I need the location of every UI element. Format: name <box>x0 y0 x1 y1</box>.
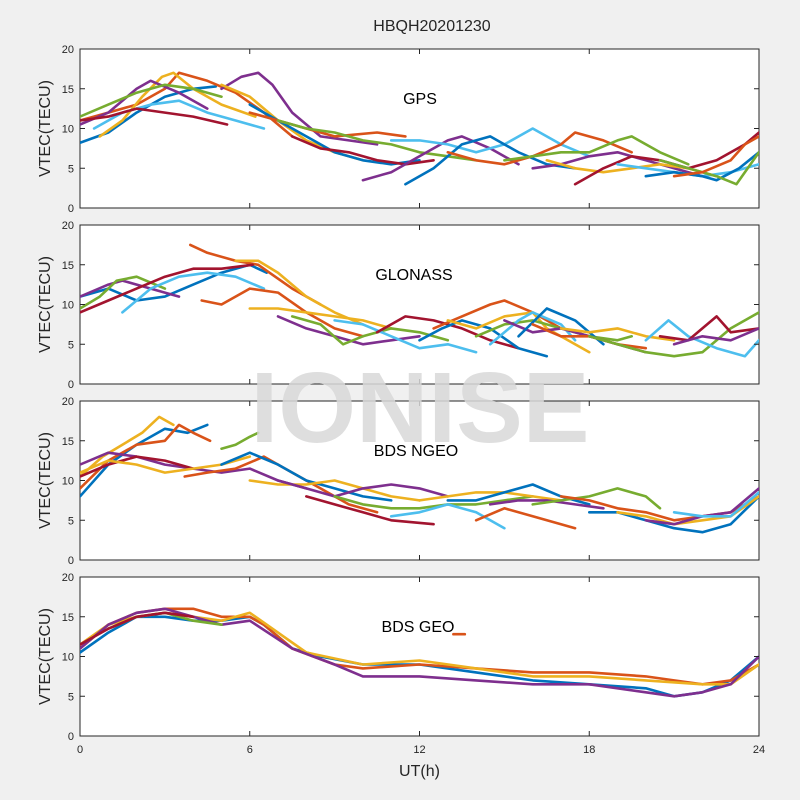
series-line-12 <box>276 119 478 162</box>
series-line-25 <box>672 135 759 178</box>
xtick-label: 24 <box>753 744 765 756</box>
series-line-12 <box>305 495 435 526</box>
series-line-10 <box>248 479 421 502</box>
series-line-11 <box>248 111 407 138</box>
panel-annotation: GLONASS <box>375 267 452 284</box>
watermark-text: IONISE <box>251 352 590 464</box>
series-line-19 <box>531 487 662 510</box>
x-axis-label: UT(h) <box>399 763 440 780</box>
ytick-label: 0 <box>68 731 74 743</box>
series-line-4 <box>80 607 759 698</box>
ytick-label: 20 <box>62 396 74 408</box>
series-line-15 <box>418 491 563 502</box>
ytick-label: 15 <box>62 612 74 624</box>
ytick-label: 20 <box>62 572 74 584</box>
subplot-2: 0 5 10 15 20 VTEC(TECU) GLONASS <box>37 220 760 391</box>
series-line-23 <box>644 151 759 182</box>
series-line-9 <box>220 451 393 502</box>
series-line-26 <box>672 327 759 346</box>
subplot-3: 0 5 10 15 20 VTEC(TECU) BDS NGEO <box>37 396 760 567</box>
series-line-16 <box>404 135 577 186</box>
series-line-14 <box>418 319 549 358</box>
ytick-label: 5 <box>68 163 74 175</box>
ytick-label: 10 <box>62 124 74 136</box>
series-line-1 <box>80 415 175 478</box>
xtick-label: 18 <box>583 744 595 756</box>
ytick-label: 15 <box>62 260 74 272</box>
subplot-4: 0 5 10 15 20 0 6 12 18 24 VTEC(TECU) UT(h) BDS GEO <box>37 572 765 780</box>
ytick-label: 15 <box>62 436 74 448</box>
xtick-label: 12 <box>413 744 425 756</box>
series-group <box>80 71 759 186</box>
series-line-8 <box>200 287 365 338</box>
series-line-5 <box>80 455 195 478</box>
figure-title: HBQH20201230 <box>373 18 491 35</box>
series-line-3 <box>98 71 257 138</box>
ytick-label: 20 <box>62 220 74 232</box>
axes-box <box>79 576 760 737</box>
axes-box <box>79 224 760 385</box>
series-line-24 <box>658 151 759 186</box>
series-line-7 <box>80 263 254 314</box>
panel-annotation: GPS <box>403 91 437 108</box>
ytick-label: 20 <box>62 44 74 56</box>
axes-box <box>79 400 760 561</box>
ytick-label: 10 <box>62 300 74 312</box>
series-line-4 <box>80 79 209 126</box>
ytick-label: 15 <box>62 84 74 96</box>
series-group <box>80 243 759 358</box>
series-line-24 <box>644 319 759 358</box>
series-line-13 <box>290 135 435 166</box>
series-line-11 <box>276 479 450 498</box>
series-line-15 <box>389 127 591 158</box>
series-line-25 <box>658 315 759 342</box>
series-line-18 <box>488 499 605 510</box>
series-group <box>80 607 759 698</box>
series-line-2 <box>189 243 322 306</box>
series-line-5 <box>80 275 167 310</box>
subplots-container: 0 5 10 15 20 VTEC(TECU) GPS 0 5 10 15 20 VTEC(TECU) G… <box>37 44 765 780</box>
series-line-11 <box>290 315 450 346</box>
series-line-12 <box>333 319 478 354</box>
y-axis-label: VTEC(TECU) <box>37 432 54 529</box>
series-group <box>80 415 759 534</box>
ytick-label: 0 <box>68 379 74 391</box>
panel-annotation: BDS GEO <box>382 619 455 636</box>
series-line-17 <box>446 131 633 166</box>
series-line-3 <box>234 259 365 326</box>
ytick-label: 10 <box>62 652 74 664</box>
ytick-label: 5 <box>68 339 74 351</box>
xtick-label: 6 <box>247 744 253 756</box>
series-line-24 <box>672 491 759 518</box>
series-line-6 <box>121 271 266 314</box>
y-axis-label: VTEC(TECU) <box>37 256 54 353</box>
y-axis-label: VTEC(TECU) <box>37 80 54 177</box>
ytick-label: 0 <box>68 203 74 215</box>
ytick-label: 5 <box>68 691 74 703</box>
xtick-label: 0 <box>77 744 83 756</box>
ytick-label: 10 <box>62 476 74 488</box>
series-line-7 <box>80 107 229 126</box>
series-line-17 <box>474 507 577 530</box>
ytick-label: 0 <box>68 555 74 567</box>
series-line-5 <box>80 83 223 118</box>
subplot-1: 0 5 10 15 20 VTEC(TECU) GPS <box>37 44 760 215</box>
ytick-label: 5 <box>68 515 74 527</box>
series-line-9 <box>248 307 393 330</box>
series-line-22 <box>559 327 676 342</box>
y-axis-label: VTEC(TECU) <box>37 608 54 705</box>
series-line-2 <box>80 607 759 686</box>
series-line-23 <box>588 311 759 358</box>
panel-annotation: BDS NGEO <box>374 443 458 460</box>
series-line-6 <box>80 611 195 646</box>
series-line-13 <box>333 495 534 510</box>
series-line-18 <box>503 135 690 166</box>
series-line-7 <box>220 431 260 450</box>
series-line-8 <box>220 71 379 146</box>
